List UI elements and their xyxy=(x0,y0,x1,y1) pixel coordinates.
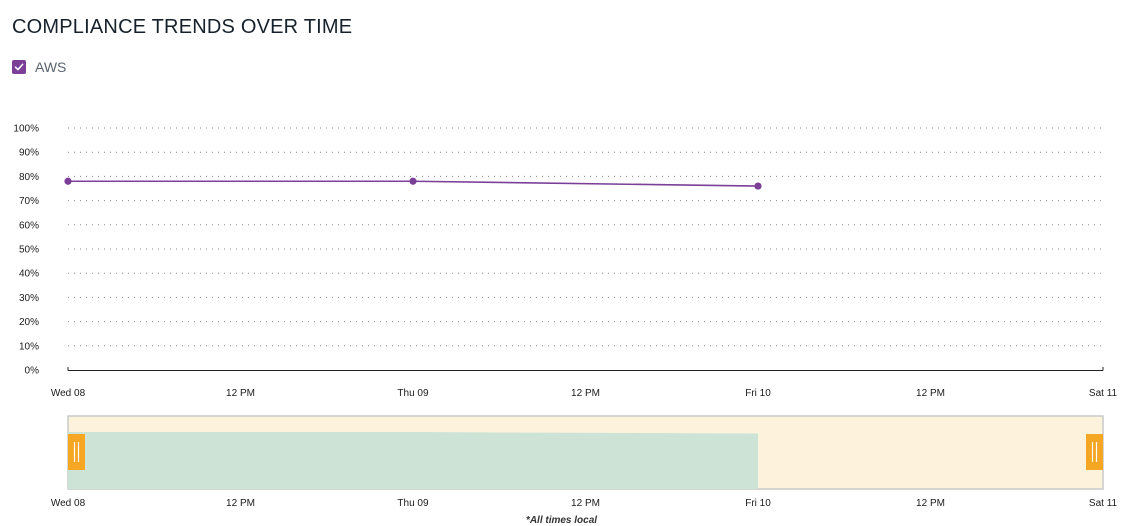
handle-body xyxy=(68,434,85,470)
navigator-x-tick-label: Thu 09 xyxy=(397,498,429,509)
footnote: *All times local xyxy=(525,515,598,526)
x-tick-label: 12 PM xyxy=(226,388,255,399)
grid-lines xyxy=(68,127,1103,347)
x-tick-label: 12 PM xyxy=(916,388,945,399)
y-tick-label: 10% xyxy=(19,341,39,352)
navigator-x-tick-label: 12 PM xyxy=(916,498,945,509)
x-tick-label: Thu 09 xyxy=(397,388,429,399)
x-tick-label: Fri 10 xyxy=(745,388,771,399)
y-tick-label: 20% xyxy=(19,317,39,328)
y-tick-label: 50% xyxy=(19,245,39,256)
x-axis: Wed 08 12 PM Thu 09 12 PM Fri 10 12 PM Sat 11 xyxy=(51,367,1118,399)
y-tick-label: 100% xyxy=(13,124,39,135)
handle-body xyxy=(1086,434,1103,470)
x-tick-label: Sat 11 xyxy=(1089,388,1118,399)
navigator-x-tick-label: Fri 10 xyxy=(745,498,771,509)
y-axis: 0% 10% 20% 30% 40% 50% 60% 70% 80% 90% 100% xyxy=(13,124,39,377)
x-tick-label: 12 PM xyxy=(571,388,600,399)
y-tick-label: 90% xyxy=(19,148,39,159)
y-tick-label: 80% xyxy=(19,172,39,183)
series-aws xyxy=(64,177,762,190)
navigator-x-tick-label: 12 PM xyxy=(226,498,255,509)
navigator-right-handle[interactable] xyxy=(1086,434,1103,470)
x-tick-label: Wed 08 xyxy=(51,388,86,399)
navigator-series-area xyxy=(68,432,758,489)
data-point xyxy=(409,177,417,185)
checkbox-checked-icon[interactable] xyxy=(12,60,26,74)
navigator-x-tick-label: 12 PM xyxy=(571,498,600,509)
y-tick-label: 0% xyxy=(25,366,40,377)
y-tick-label: 30% xyxy=(19,293,39,304)
navigator-left-handle[interactable] xyxy=(68,434,85,470)
y-tick-label: 40% xyxy=(19,269,39,280)
data-point xyxy=(754,182,762,190)
data-point xyxy=(64,177,72,185)
legend-item-aws[interactable]: AWS xyxy=(12,59,66,75)
y-tick-label: 70% xyxy=(19,196,39,207)
legend-label: AWS xyxy=(35,59,67,75)
navigator-x-tick-label: Sat 11 xyxy=(1089,498,1118,509)
y-tick-label: 60% xyxy=(19,220,39,231)
navigator: Wed 08 12 PM Thu 09 12 PM Fri 10 12 PM Sat 11 xyxy=(51,415,1118,509)
page-title: COMPLIANCE TRENDS OVER TIME xyxy=(12,16,353,38)
navigator-x-tick-label: Wed 08 xyxy=(51,498,86,509)
